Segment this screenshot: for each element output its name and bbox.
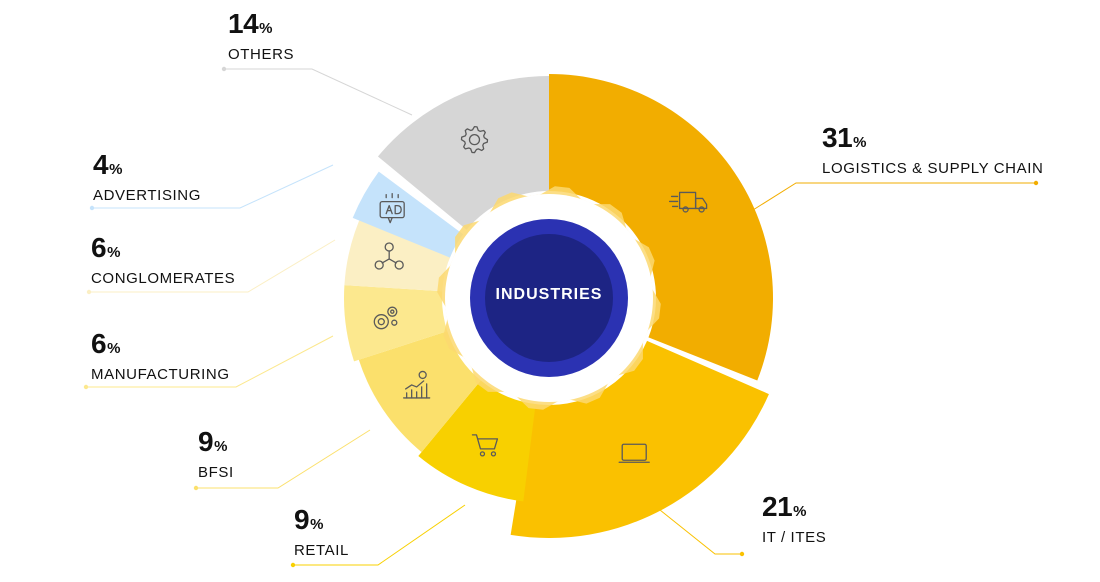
slice-label: 21% IT / ITES — [762, 493, 827, 547]
slice-icons — [373, 126, 708, 463]
percent-sign: % — [109, 161, 122, 178]
gears-icon — [373, 306, 398, 330]
percent-sign: % — [793, 503, 806, 520]
leader-dot — [739, 551, 745, 557]
slice-label: 9% RETAIL — [294, 506, 350, 560]
leader-line — [92, 164, 334, 209]
leader-dot — [86, 289, 92, 295]
leader-dot — [89, 205, 95, 211]
percent-sign: % — [853, 134, 866, 151]
leader-dot — [1033, 180, 1039, 186]
slice-label: 9% BFSI — [198, 428, 234, 482]
percent-sign: % — [107, 244, 120, 261]
slice-percentage: 6% — [91, 234, 235, 267]
slice-value: 6 — [91, 232, 107, 263]
growth-chart-icon — [403, 370, 431, 399]
slice-percentage: 21% — [762, 493, 826, 526]
slice-label: 4% ADVERTISING — [93, 151, 202, 205]
slice-value: 6 — [91, 328, 107, 359]
leader-line — [752, 182, 1036, 211]
leader-line — [293, 504, 466, 566]
slice-percentage: 9% — [198, 428, 234, 461]
slice-value: 4 — [93, 149, 109, 180]
center-title: INDUSTRIES — [495, 286, 603, 303]
center-inner-circle — [485, 234, 613, 362]
slice-7 — [377, 76, 549, 230]
percent-sign: % — [214, 438, 227, 455]
slice-name: ADVERTISING — [93, 187, 202, 204]
slice-4 — [344, 285, 448, 362]
percent-sign: % — [107, 340, 120, 357]
slice-1 — [510, 340, 769, 539]
percent-sign: % — [259, 20, 272, 37]
leader-dot — [221, 66, 227, 72]
slice-name: LOGISTICS & SUPPLY CHAIN — [822, 160, 1044, 177]
leader-line — [224, 68, 413, 116]
leader-line — [86, 335, 334, 388]
leader-lines — [83, 66, 1039, 568]
gear-icon — [460, 126, 489, 154]
slice-5 — [344, 210, 453, 292]
slice-name: MANUFACTURING — [91, 366, 230, 383]
slice-value: 31 — [822, 122, 853, 153]
slice-percentage: 31% — [822, 124, 1043, 157]
slice-percentage: 9% — [294, 506, 349, 539]
slice-3 — [358, 331, 481, 453]
slice-value: 9 — [294, 504, 310, 535]
slice-label: 14% OTHERS — [228, 10, 295, 64]
slice-6 — [352, 171, 464, 258]
slice-value: 21 — [762, 491, 793, 522]
ad-board-icon — [379, 192, 405, 224]
leader-line — [89, 239, 336, 293]
truck-icon — [668, 191, 708, 213]
slice-name: CONGLOMERATES — [91, 270, 236, 287]
slice-name: RETAIL — [294, 542, 350, 559]
slice-label: 6% MANUFACTURING — [91, 330, 230, 384]
slice-name: BFSI — [198, 464, 234, 481]
center-badge — [445, 194, 653, 402]
network-icon — [374, 242, 404, 270]
chart-slices — [344, 74, 773, 539]
leader-dot — [290, 562, 296, 568]
slice-label: 31% LOGISTICS & SUPPLY CHAIN — [822, 124, 1044, 178]
cart-icon — [471, 434, 499, 457]
leader-line — [196, 429, 371, 489]
slice-percentage: 4% — [93, 151, 201, 184]
slice-percentage: 6% — [91, 330, 230, 363]
slice-2 — [418, 380, 536, 502]
leader-dot — [193, 485, 199, 491]
slice-0 — [549, 74, 773, 381]
slice-value: 14 — [228, 8, 259, 39]
percent-sign: % — [310, 516, 323, 533]
slice-name: OTHERS — [228, 46, 295, 63]
slice-percentage: 14% — [228, 10, 294, 43]
leader-dot — [83, 384, 89, 390]
leader-line — [659, 509, 742, 555]
laptop-icon — [618, 443, 650, 463]
slice-label: 6% CONGLOMERATES — [91, 234, 236, 288]
slice-name: IT / ITES — [762, 529, 827, 546]
slice-value: 9 — [198, 426, 214, 457]
